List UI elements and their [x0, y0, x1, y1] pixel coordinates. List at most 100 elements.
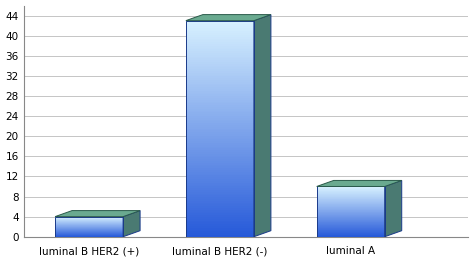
Bar	[317, 208, 385, 209]
Bar	[186, 98, 254, 100]
Bar	[317, 230, 385, 231]
Bar	[186, 170, 254, 172]
Bar	[186, 40, 254, 42]
Bar	[186, 149, 254, 150]
Bar	[186, 179, 254, 181]
Bar	[186, 226, 254, 228]
Bar	[186, 64, 254, 66]
Bar	[317, 197, 385, 198]
Polygon shape	[55, 211, 140, 217]
Bar	[317, 211, 385, 212]
Bar	[186, 211, 254, 213]
Bar	[186, 22, 254, 24]
Bar	[186, 91, 254, 93]
Bar	[317, 214, 385, 215]
Bar	[317, 203, 385, 204]
Bar	[186, 222, 254, 224]
Bar	[186, 213, 254, 215]
Bar	[186, 31, 254, 33]
Bar	[186, 186, 254, 188]
Bar	[186, 138, 254, 139]
Bar	[186, 192, 254, 194]
Bar	[317, 206, 385, 207]
Bar	[317, 225, 385, 226]
Bar	[317, 193, 385, 194]
Bar	[186, 53, 254, 55]
Bar	[317, 192, 385, 193]
Bar	[186, 77, 254, 78]
Bar	[186, 37, 254, 39]
Bar	[186, 172, 254, 174]
Bar	[317, 187, 385, 188]
Bar	[186, 136, 254, 138]
Bar	[186, 105, 254, 107]
Bar	[186, 177, 254, 179]
Polygon shape	[317, 181, 402, 187]
Bar	[186, 190, 254, 192]
Bar	[186, 92, 254, 95]
Bar	[186, 141, 254, 143]
Bar	[186, 134, 254, 136]
Bar	[317, 188, 385, 189]
Bar	[186, 217, 254, 219]
Bar	[186, 33, 254, 35]
Bar	[317, 232, 385, 233]
Bar	[186, 46, 254, 48]
Bar	[186, 150, 254, 152]
Bar	[317, 227, 385, 228]
Bar	[186, 42, 254, 44]
Bar	[317, 207, 385, 208]
Bar	[317, 231, 385, 232]
Bar	[317, 213, 385, 214]
Bar	[186, 174, 254, 176]
Bar	[317, 229, 385, 230]
Bar	[186, 157, 254, 159]
Bar	[317, 220, 385, 221]
Bar	[186, 231, 254, 233]
Bar	[186, 230, 254, 231]
Bar	[186, 139, 254, 141]
Bar	[186, 102, 254, 103]
Bar	[186, 66, 254, 67]
Bar	[317, 223, 385, 224]
Bar	[186, 163, 254, 165]
Bar	[186, 112, 254, 114]
Bar	[317, 219, 385, 220]
Bar	[186, 199, 254, 201]
Bar	[317, 200, 385, 201]
Bar	[186, 24, 254, 26]
Bar	[186, 103, 254, 105]
Bar	[186, 39, 254, 40]
Bar	[317, 215, 385, 216]
Bar	[186, 159, 254, 161]
Bar	[186, 156, 254, 157]
Bar	[317, 224, 385, 225]
Bar	[186, 219, 254, 221]
Bar	[317, 199, 385, 200]
Bar	[317, 210, 385, 211]
Bar	[186, 96, 254, 98]
Bar	[186, 123, 254, 125]
Bar	[186, 85, 254, 87]
Bar	[317, 234, 385, 235]
Bar	[186, 116, 254, 118]
Bar	[186, 228, 254, 230]
Bar	[186, 176, 254, 177]
Bar	[317, 233, 385, 234]
Bar	[186, 21, 254, 237]
Bar	[186, 181, 254, 183]
Bar	[186, 201, 254, 203]
Bar	[186, 51, 254, 53]
Bar	[186, 197, 254, 199]
Bar	[186, 147, 254, 149]
Bar	[186, 69, 254, 71]
Bar	[55, 217, 123, 237]
Bar	[317, 212, 385, 213]
Bar	[186, 60, 254, 62]
Bar	[186, 28, 254, 30]
Polygon shape	[123, 211, 140, 237]
Bar	[317, 228, 385, 229]
Bar	[186, 168, 254, 170]
Bar	[186, 210, 254, 211]
Bar	[317, 187, 385, 237]
